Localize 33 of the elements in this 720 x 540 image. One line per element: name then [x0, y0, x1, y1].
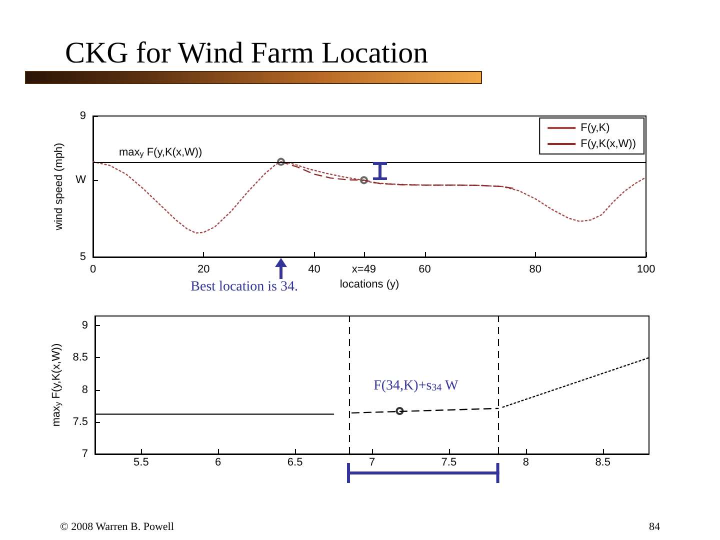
x-tick-label: 100 — [636, 264, 656, 276]
ref-line-label: maxy F(y,K(x,W)) — [119, 146, 202, 158]
y-axis-title: maxy F(y,K(x,W)) — [50, 343, 62, 427]
chart-title: CKG for Wind Farm Location — [65, 36, 428, 70]
y-tick-label: 8 — [82, 384, 88, 396]
x-tick-label: 60 — [418, 264, 431, 276]
legend-label: F(y,K(x,W)) — [580, 138, 636, 150]
x-tick-label: 7 — [368, 456, 376, 468]
y-tick-label: 8.5 — [72, 352, 88, 364]
y-tick-label: 5 — [80, 251, 86, 263]
text: 84 — [649, 521, 660, 533]
y-tick-label: 7 — [82, 448, 88, 460]
y-axis-title: wind speed (mph) — [53, 142, 66, 232]
annotation: F(34,K)+s34 W — [374, 378, 460, 394]
x-tick-label: 20 — [197, 264, 210, 276]
x-tick-label: 8 — [522, 456, 529, 468]
x-tick-label: 8.5 — [595, 456, 610, 468]
x-tick-label: x=49 — [352, 264, 376, 276]
x-tick-label: 5.5 — [134, 456, 149, 468]
y-tick-label: 9 — [82, 320, 88, 332]
x-tick-label: 6.5 — [287, 456, 303, 468]
x-tick-label: 0 — [90, 264, 96, 276]
x-axis-title: locations (y) — [340, 278, 400, 290]
y-tick-label: W — [76, 174, 87, 186]
x-tick-label: 80 — [529, 264, 542, 276]
text: Best location is 34. — [190, 280, 298, 294]
x-tick-label: 6 — [215, 456, 222, 468]
text: © 2008 Warren B. Powell — [60, 521, 174, 533]
x-tick-label: 40 — [308, 264, 320, 276]
y-tick-label: 7.5 — [72, 416, 88, 428]
y-tick-label: 9 — [80, 110, 86, 122]
x-tick-label: 7.5 — [441, 456, 457, 468]
legend-label: F(y,K) — [580, 122, 610, 134]
